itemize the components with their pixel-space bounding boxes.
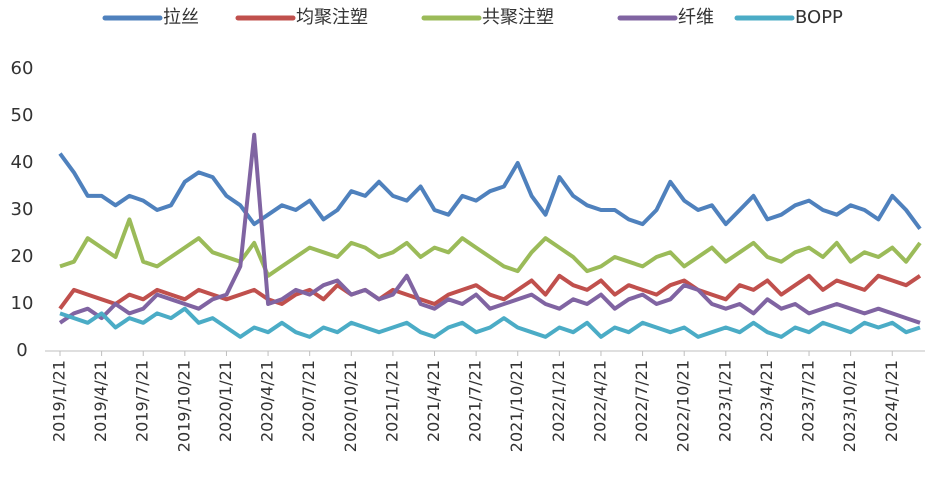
x-tick-label: 2020/10/21 <box>341 360 360 452</box>
y-tick-label: 30 <box>11 199 34 220</box>
x-tick-label: 2024/1/21 <box>882 360 901 442</box>
x-tick-label: 2022/10/21 <box>674 360 693 452</box>
y-tick-label: 10 <box>11 293 34 314</box>
y-tick-label: 60 <box>11 58 34 79</box>
x-tick-label: 2022/1/21 <box>549 360 568 442</box>
x-tick-label: 2019/7/21 <box>133 360 152 442</box>
x-tick-label: 2023/4/21 <box>757 360 776 442</box>
x-tick-label: 2022/4/21 <box>590 360 609 442</box>
x-tick-label: 2020/4/21 <box>258 360 277 442</box>
series-line <box>58 132 921 325</box>
legend-label: 拉丝 <box>163 7 199 28</box>
x-tick-label: 2023/10/21 <box>840 360 859 452</box>
x-tick-label: 2021/10/21 <box>507 360 526 452</box>
x-tick-label: 2021/7/21 <box>466 360 485 442</box>
x-tick-label: 2022/7/21 <box>632 360 651 442</box>
y-tick-label: 40 <box>11 152 34 173</box>
series-line <box>59 306 921 339</box>
x-tick-label: 2021/4/21 <box>424 360 443 442</box>
x-tick-label: 2023/1/21 <box>715 360 734 442</box>
legend-label: BOPP <box>795 7 843 28</box>
legend-label: 均聚注塑 <box>296 7 368 28</box>
series-line <box>59 217 922 278</box>
y-tick-label: 20 <box>11 246 34 267</box>
x-tick-label: 2023/7/21 <box>799 360 818 442</box>
legend-label: 纤维 <box>678 7 714 28</box>
y-tick-label: 50 <box>11 105 34 126</box>
x-tick-label: 2019/10/21 <box>174 360 193 452</box>
x-tick-label: 2020/7/21 <box>299 360 318 442</box>
x-tick-label: 2019/4/21 <box>91 360 110 442</box>
x-tick-label: 2021/1/21 <box>382 360 401 442</box>
x-tick-label: 2020/1/21 <box>216 360 235 442</box>
legend-label: 共聚注塑 <box>482 7 554 28</box>
series-line <box>58 152 922 230</box>
x-tick-label: 2019/1/21 <box>50 360 69 442</box>
series-line <box>58 273 922 310</box>
y-tick-label: 0 <box>16 340 27 361</box>
